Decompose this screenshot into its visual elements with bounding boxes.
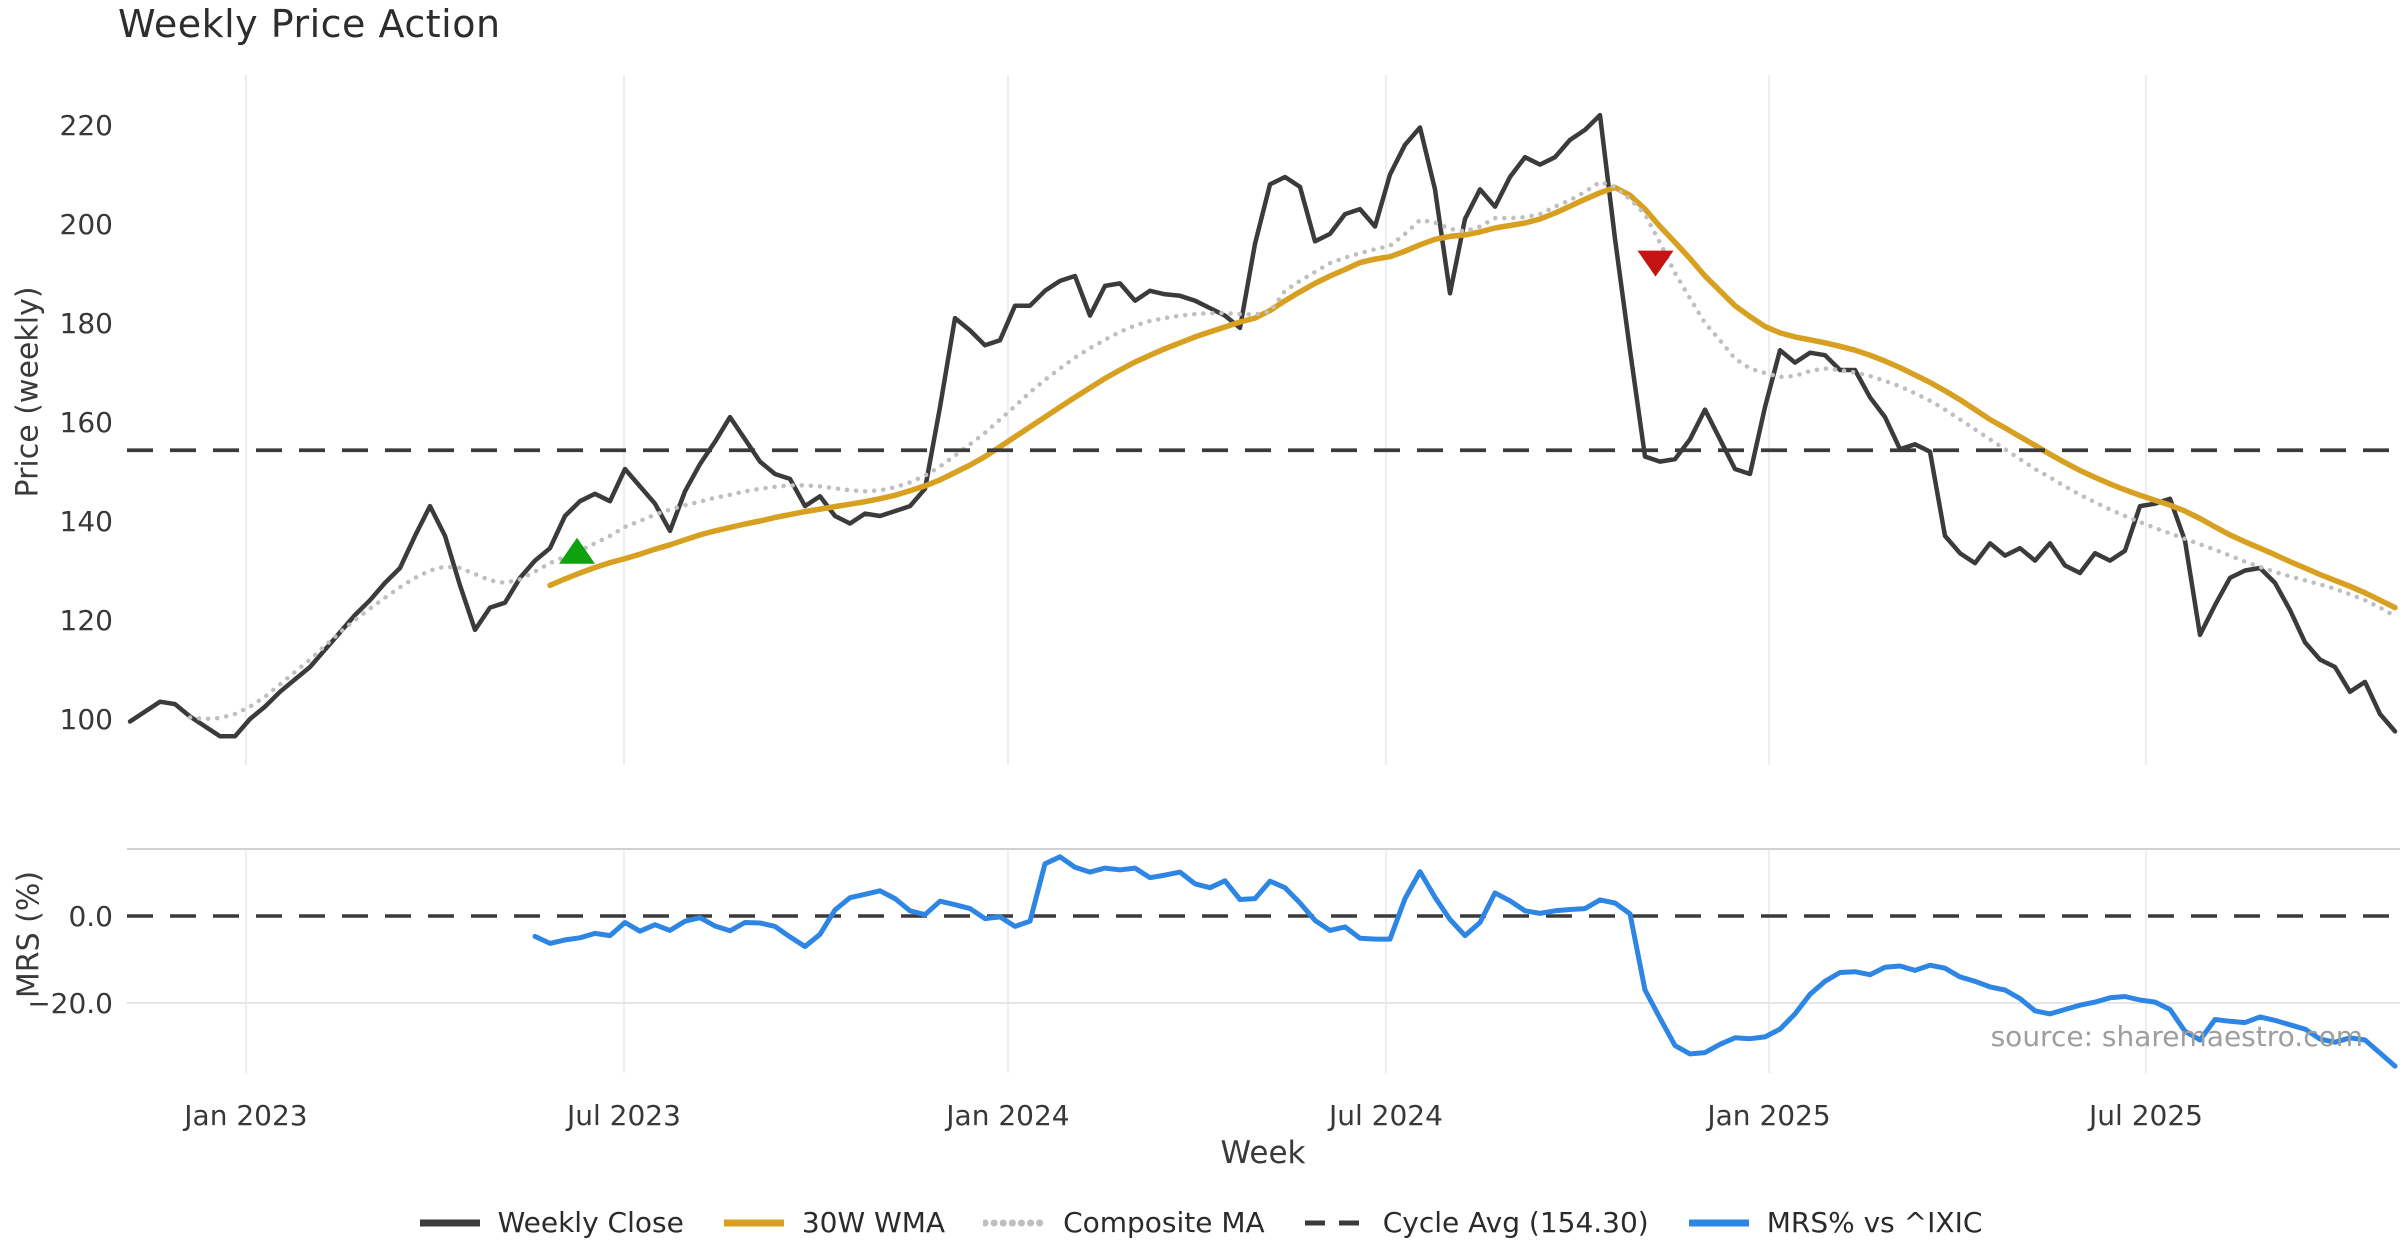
series-weekly-close <box>127 112 2398 739</box>
x-tick-label: Jul 2024 <box>1327 1099 1443 1132</box>
legend-swatch-solid <box>419 1219 480 1226</box>
x-tick-label: Jul 2023 <box>565 1099 681 1132</box>
x-tick-label: Jul 2025 <box>2087 1099 2203 1132</box>
series-composite-ma <box>187 179 2398 722</box>
legend-item: Weekly Close <box>418 1206 684 1239</box>
legend-label: Composite MA <box>1063 1206 1265 1239</box>
legend-label: MRS% vs ^IXIC <box>1766 1206 1983 1239</box>
price-y-tick-label: 200 <box>60 208 113 241</box>
legend-item: Cycle Avg (154.30) <box>1303 1206 1649 1239</box>
price-y-tick-label: 220 <box>60 109 113 142</box>
x-axis-title: Week <box>1220 1135 1306 1171</box>
price-y-tick-label: 120 <box>60 604 113 637</box>
series-mrs-vs-ixic <box>532 854 2398 1069</box>
legend-label: 30W WMA <box>801 1206 946 1239</box>
legend-item: Composite MA <box>983 1206 1265 1239</box>
sell-signal-marker <box>1637 250 1674 277</box>
series-30w-wma <box>547 184 2398 611</box>
source-note: source: sharemaestro.com <box>1991 1020 2363 1053</box>
x-tick-label: Jan 2023 <box>182 1099 307 1132</box>
legend-item: MRS% vs ^IXIC <box>1687 1206 1983 1239</box>
mrs-axis-title: MRS (%) <box>11 870 47 999</box>
legend-swatch-solid <box>1688 1219 1749 1226</box>
chart-title: Weekly Price Action <box>118 2 501 46</box>
legend-swatch-dashed <box>1304 1220 1365 1225</box>
legend-label: Weekly Close <box>497 1206 684 1239</box>
mrs-y-tick-label: 0.0 <box>68 900 113 933</box>
legend-label: Cycle Avg (154.30) <box>1382 1206 1649 1239</box>
x-tick-label: Jan 2024 <box>944 1099 1069 1132</box>
price-y-tick-label: 180 <box>60 307 113 340</box>
chart-legend: Weekly Close 30W WMA Composite MA Cycle Avg… <box>0 1206 2400 1239</box>
price-y-tick-label: 160 <box>60 406 113 439</box>
price-y-tick-label: 140 <box>60 505 113 538</box>
price-y-tick-label: 100 <box>60 703 113 736</box>
mrs-y-tick-label: −20.0 <box>27 987 113 1020</box>
legend-swatch-dotted <box>983 1219 1048 1226</box>
legend-swatch-solid <box>723 1219 784 1226</box>
price-axis-title: Price (weekly) <box>10 286 46 498</box>
buy-signal-marker <box>559 537 595 564</box>
x-tick-label: Jan 2025 <box>1705 1099 1830 1132</box>
legend-item: 30W WMA <box>722 1206 945 1239</box>
